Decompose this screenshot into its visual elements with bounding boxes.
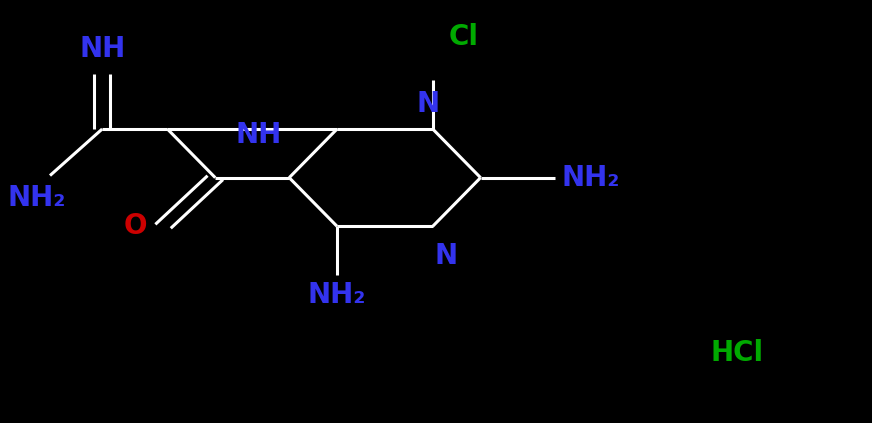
Text: NH: NH [79,36,126,63]
Text: NH₂: NH₂ [8,184,66,212]
Text: N: N [417,90,440,118]
Text: NH: NH [235,121,282,149]
Text: HCl: HCl [711,339,764,367]
Text: NH₂: NH₂ [562,164,620,192]
Text: Cl: Cl [448,23,478,51]
Text: N: N [434,242,457,270]
Text: O: O [124,212,147,240]
Text: NH₂: NH₂ [308,281,366,309]
